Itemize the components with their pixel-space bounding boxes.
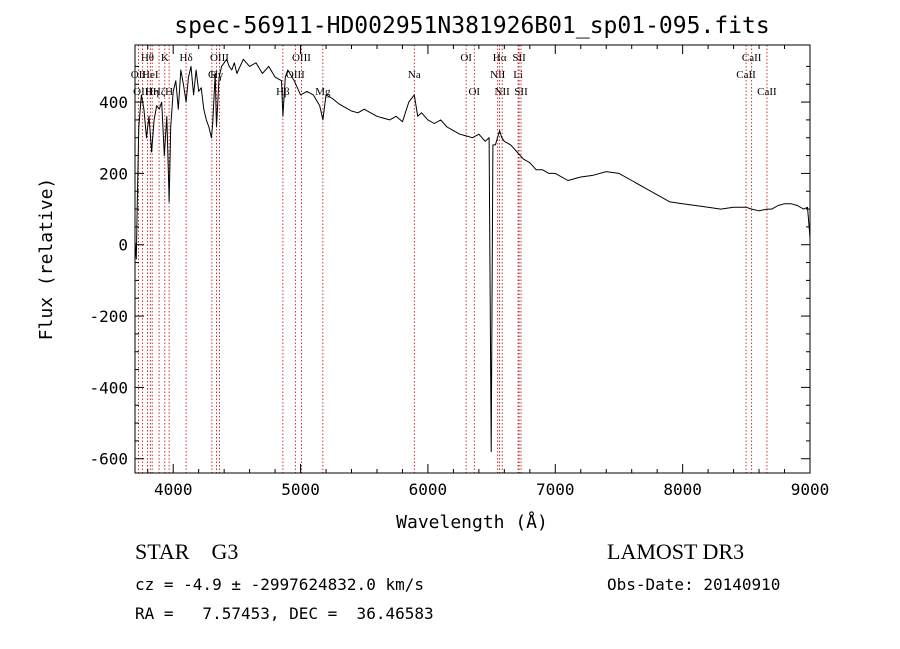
- spectral-line-label: CaII: [757, 86, 777, 98]
- x-tick-label: 4000: [154, 480, 193, 499]
- chart-title: spec-56911-HD002951N381926B01_sp01-095.f…: [174, 13, 769, 39]
- spectral-line-label: CaII: [736, 69, 756, 81]
- spectral-line-label: Hη: [145, 86, 159, 98]
- spectral-line-label: OIII: [210, 52, 229, 64]
- y-tick-label: -600: [89, 450, 128, 469]
- spectral-line-label: G: [208, 69, 216, 81]
- series-layer: [134, 58, 811, 453]
- spectral-line-label: Na: [408, 69, 421, 81]
- spectrum-line: [134, 58, 811, 453]
- spectral-line-label: OI: [460, 52, 472, 64]
- plot-frame: [134, 44, 811, 474]
- spectral-line-label: CaII: [742, 52, 762, 64]
- spectral-lines-layer: HθOIIOIIIHeIHηHζKHHδGHγOIIIHβOIIIOIIIMgN…: [131, 45, 777, 473]
- obs-date: Obs-Date: 20140910: [607, 575, 781, 594]
- spectral-line-label: Hβ: [276, 86, 290, 98]
- spectral-line-label: SII: [512, 52, 526, 64]
- y-tick-label: 200: [99, 164, 128, 183]
- spectral-line-label: OIII: [286, 69, 305, 81]
- spectral-line-label: Hδ: [180, 52, 193, 64]
- y-axis-label: Flux (relative): [36, 178, 57, 341]
- spectral-line-label: HeI: [142, 69, 159, 81]
- x-tick-label: 8000: [663, 480, 702, 499]
- x-tick-label: 6000: [409, 480, 448, 499]
- spectral-line-label: OI: [468, 86, 480, 98]
- spectral-line-label: SII: [514, 86, 528, 98]
- spectral-line-label: OIII: [292, 52, 311, 64]
- spectral-line-label: NII: [490, 69, 506, 81]
- x-tick-label: 5000: [281, 480, 320, 499]
- object-class: STAR G3: [135, 539, 239, 564]
- y-tick-label: -200: [89, 307, 128, 326]
- coordinates-text: RA = 7.57453, DEC = 36.46583: [135, 604, 434, 623]
- y-tick-label: -400: [89, 378, 128, 397]
- spectral-line-label: Hθ: [141, 52, 154, 64]
- spectral-line-label: Li: [513, 69, 523, 81]
- axes-layer: 4000 5000 6000 7000 8000 9000 -600 -400 -200 0 200…: [89, 45, 829, 499]
- x-tick-label: 7000: [536, 480, 575, 499]
- spectral-line-label: Hγ: [210, 69, 223, 81]
- x-axis-label: Wavelength (Å): [396, 511, 548, 533]
- x-tick-label: 9000: [791, 480, 830, 499]
- spectral-line-label: H: [165, 86, 173, 98]
- y-tick-label: 400: [99, 93, 128, 112]
- spectral-line-label: K: [161, 52, 169, 64]
- spectral-line-label: OIII: [133, 86, 152, 98]
- spectral-line-label: Hα: [493, 52, 507, 64]
- y-tick-label: 0: [118, 236, 128, 255]
- spectral-line-label: NII: [495, 86, 511, 98]
- survey-name: LAMOST DR3: [607, 539, 745, 564]
- redshift-text: cz = -4.9 ± -2997624832.0 km/s: [135, 575, 424, 594]
- spectral-line-label: Hζ: [153, 86, 166, 98]
